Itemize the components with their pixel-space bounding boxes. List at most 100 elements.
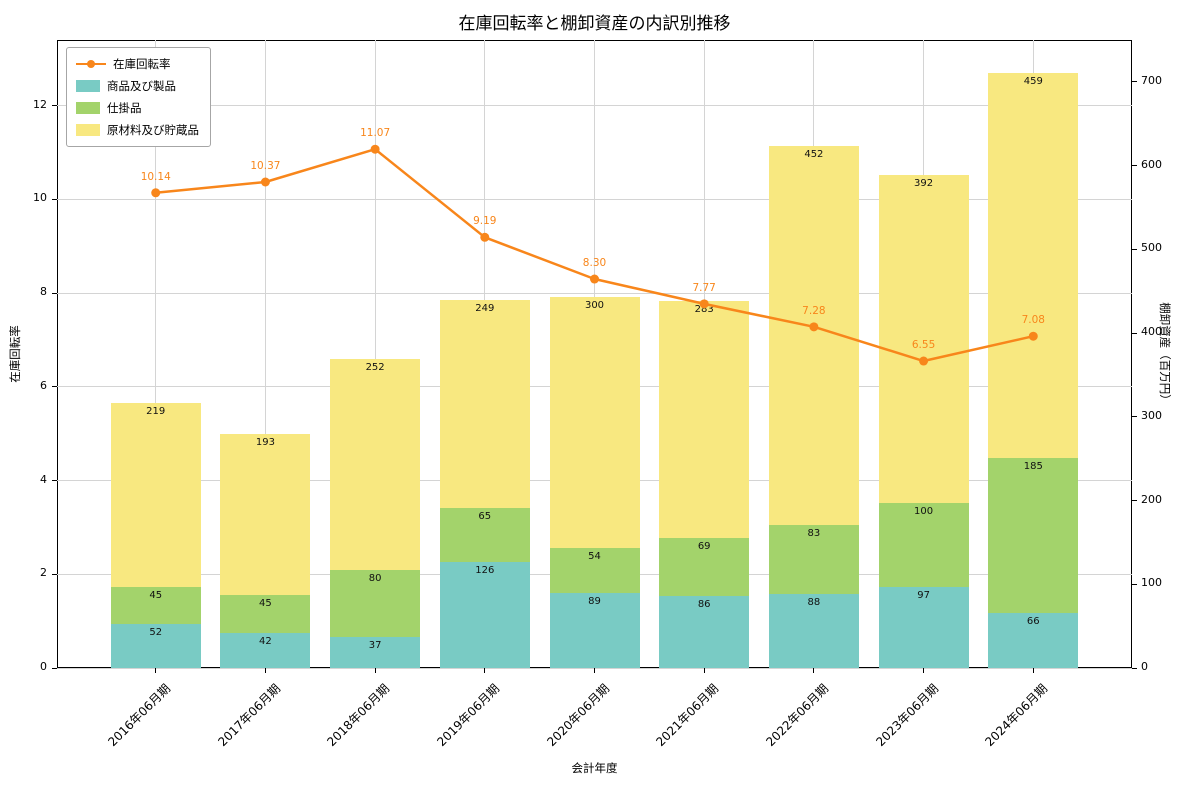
x-tick-mark <box>264 668 266 673</box>
y-tick-label-right: 0 <box>1141 660 1148 673</box>
bar-segment <box>549 297 640 549</box>
y-tick-mark-right <box>1132 81 1137 83</box>
legend-label: 原材料及び貯蔵品 <box>107 123 199 137</box>
x-tick-mark <box>923 668 925 673</box>
y-tick-mark-left <box>52 386 57 388</box>
x-tick-mark <box>594 668 595 673</box>
line-value-label: 7.08 <box>1021 314 1045 327</box>
bar-segment <box>659 595 750 668</box>
bar-value-label: 52 <box>149 627 163 639</box>
y-tick-mark-right <box>1132 165 1137 167</box>
bar-value-label: 88 <box>807 597 821 609</box>
y-tick-mark-left <box>52 198 57 200</box>
x-axis-label: 会計年度 <box>571 761 618 775</box>
legend-label: 在庫回転率 <box>113 57 171 71</box>
y-tick-label-left: 0 <box>40 660 47 673</box>
bar-value-label: 66 <box>1026 615 1040 627</box>
y-tick-mark-left <box>52 480 57 482</box>
bar-value-label: 45 <box>259 598 272 610</box>
x-tick-label: 2019年06月期 <box>434 681 503 750</box>
legend-line-swatch <box>76 60 106 68</box>
bar-value-label: 45 <box>149 589 163 601</box>
bar-segment <box>988 73 1079 458</box>
bar-value-label: 300 <box>584 300 605 312</box>
bar-segment <box>768 594 859 668</box>
x-tick-label: 2021年06月期 <box>653 681 722 750</box>
y-tick-label-left: 8 <box>40 285 47 299</box>
line-value-label: 9.19 <box>473 215 497 228</box>
bar-value-label: 69 <box>697 541 711 553</box>
bar-value-label: 65 <box>478 511 492 523</box>
bar-segment <box>659 538 750 596</box>
legend-marker-dot <box>87 60 95 68</box>
x-tick-mark <box>484 668 486 673</box>
y-tick-mark-left <box>52 573 57 575</box>
bar-segment <box>439 508 530 563</box>
y-tick-label-left: 2 <box>40 566 47 580</box>
legend-item: 商品及び製品 <box>76 78 199 94</box>
bar-value-label: 37 <box>368 640 382 652</box>
bar-value-label: 249 <box>475 302 495 314</box>
line-value-label: 7.28 <box>802 304 826 317</box>
legend-color-swatch <box>76 124 100 136</box>
bar-segment <box>330 637 421 668</box>
y-tick-mark-right <box>1132 248 1137 250</box>
legend-color-swatch <box>76 80 100 92</box>
bar-segment <box>988 457 1079 613</box>
x-tick-label: 2017年06月期 <box>214 681 283 750</box>
legend-item-turnover: 在庫回転率 <box>76 56 199 72</box>
y-tick-label-left: 12 <box>33 97 47 111</box>
bar-segment <box>878 586 969 668</box>
y-tick-mark-right <box>1132 416 1137 418</box>
bar-value-label: 54 <box>588 551 601 563</box>
chart-title: 在庫回転率と棚卸資産の内訳別推移 <box>458 14 731 34</box>
bar-segment <box>988 612 1079 668</box>
line-value-label: 8.30 <box>582 257 607 269</box>
legend-item: 仕掛品 <box>76 100 199 116</box>
y-tick-label-right: 400 <box>1141 325 1162 339</box>
bar-segment <box>220 632 311 668</box>
y-tick-label-right: 300 <box>1141 408 1162 422</box>
bar-value-label: 219 <box>146 406 166 418</box>
bar-segment <box>110 403 201 587</box>
bar-value-label: 97 <box>917 589 930 601</box>
bar-value-label: 452 <box>804 149 824 161</box>
bar-segment <box>110 586 201 625</box>
x-tick-mark <box>1032 668 1034 673</box>
legend-color-swatch <box>76 102 100 114</box>
line-value-label: 10.14 <box>140 170 171 183</box>
bar-segment <box>330 570 421 638</box>
y-axis-label-left: 在庫回転率 <box>8 325 22 383</box>
y-tick-label-right: 700 <box>1141 73 1162 87</box>
y-tick-label-right: 600 <box>1141 157 1162 171</box>
bar-segment <box>439 299 530 509</box>
legend: 在庫回転率商品及び製品 仕掛品原材料及び貯蔵品 <box>66 47 211 147</box>
y-tick-mark-left <box>52 667 57 669</box>
y-tick-mark-right <box>1132 500 1137 502</box>
bar-value-label: 193 <box>255 436 275 448</box>
bar-segment <box>549 548 640 594</box>
y-tick-label-left: 6 <box>40 378 47 392</box>
line-value-label: 11.07 <box>360 127 391 140</box>
y-tick-label-left: 10 <box>33 191 47 205</box>
bar-segment <box>768 524 859 595</box>
y-tick-mark-right <box>1132 332 1137 334</box>
bar-value-label: 392 <box>914 177 934 189</box>
y-tick-label-right: 200 <box>1141 492 1162 506</box>
x-tick-label: 2016年06月期 <box>105 681 174 750</box>
bar-value-label: 42 <box>259 635 272 647</box>
bar-value-label: 126 <box>475 565 495 577</box>
legend-item: 原材料及び貯蔵品 <box>76 122 199 138</box>
bar-segment <box>220 433 311 596</box>
bar-segment <box>768 146 859 525</box>
line-value-label: 10.37 <box>250 160 281 172</box>
bar-value-label: 252 <box>365 362 385 374</box>
bar-value-label: 80 <box>368 573 382 585</box>
bar-segment <box>220 595 311 633</box>
y-tick-mark-left <box>52 292 57 294</box>
y-tick-label-right: 500 <box>1141 241 1162 255</box>
bar-value-label: 86 <box>697 598 711 610</box>
y-tick-label-right: 100 <box>1141 576 1162 590</box>
y-axis-label-right: 棚卸資産（百万円） <box>1158 302 1172 406</box>
y-tick-label-left: 4 <box>40 472 47 486</box>
